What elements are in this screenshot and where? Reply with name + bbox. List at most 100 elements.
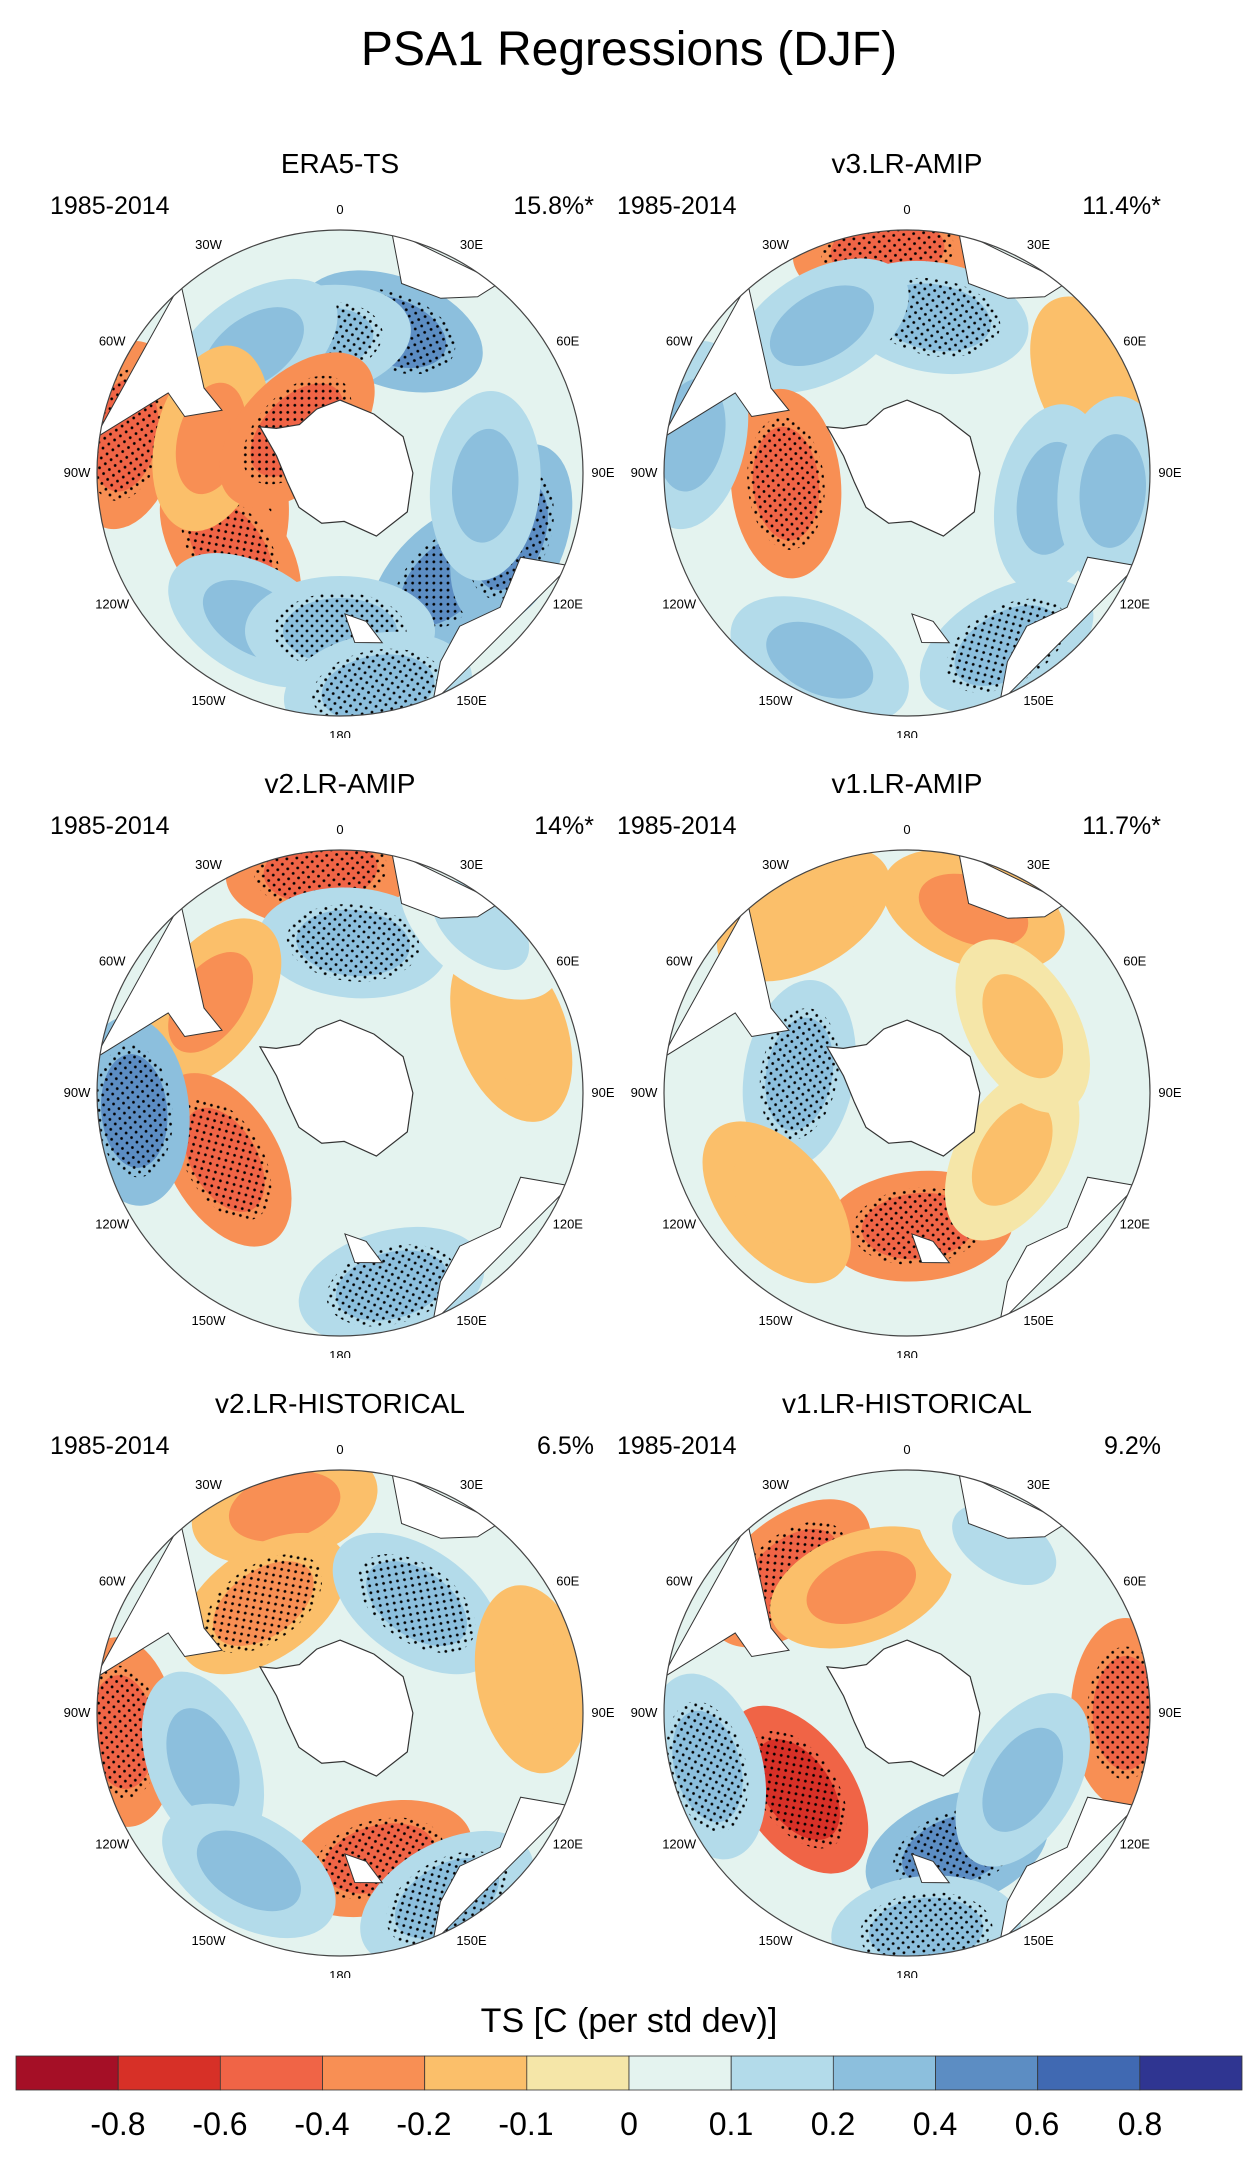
- colorbar-swatch: [425, 2056, 527, 2090]
- map-panel-v1-lr-amip: 0 30E 60E 90E 120E 150E 180 150W 120W 90W 60W 30W v…: [617, 768, 1197, 1358]
- panel-title: v2.LR-AMIP: [50, 768, 630, 800]
- colorbar-swatch: [936, 2056, 1038, 2090]
- colorbar-title: TS [C (per std dev)]: [0, 2002, 1258, 2041]
- period-label: 1985-2014: [617, 1432, 737, 1461]
- longitude-label: 0: [336, 202, 343, 217]
- variance-label: 11.4%*: [1082, 192, 1161, 221]
- longitude-label: 120E: [1120, 1217, 1151, 1232]
- period-label: 1985-2014: [50, 1432, 170, 1461]
- ts-field: [59, 1429, 602, 1978]
- colorbar-tick-label: 0: [620, 2106, 638, 2143]
- longitude-label: 60E: [1123, 954, 1146, 969]
- longitude-label: 150E: [456, 1313, 487, 1328]
- longitude-label: 30W: [762, 237, 789, 252]
- longitude-label: 150W: [759, 1933, 794, 1948]
- longitude-label: 150E: [1023, 1313, 1054, 1328]
- longitude-label: 0: [336, 822, 343, 837]
- variance-label: 15.8%*: [513, 192, 594, 221]
- longitude-label: 60W: [99, 954, 126, 969]
- longitude-label: 30W: [762, 1477, 789, 1492]
- longitude-label: 30W: [762, 857, 789, 872]
- longitude-label: 60W: [666, 1574, 693, 1589]
- map-panel-v2-lr-historical: 0 30E 60E 90E 120E 150E 180 150W 120W 90W 60W 30W v…: [50, 1388, 630, 1978]
- longitude-label: 180: [329, 1348, 351, 1358]
- longitude-label: 30W: [195, 1477, 222, 1492]
- longitude-label: 180: [896, 1348, 918, 1358]
- longitude-label: 30E: [460, 1477, 483, 1492]
- colorbar-tick-label: 0.6: [1015, 2106, 1059, 2143]
- longitude-label: 150E: [1023, 1933, 1054, 1948]
- panel-title: v3.LR-AMIP: [617, 148, 1197, 180]
- map-panel-v1-lr-historical: 0 30E 60E 90E 120E 150E 180 150W 120W 90W 60W 30W v…: [617, 1388, 1197, 1978]
- map-panel-era5-ts: 0 30E 60E 90E 120E 150E 180 150W 120W 90W 60W 30W E…: [50, 148, 630, 738]
- longitude-label: 120E: [553, 1217, 584, 1232]
- longitude-label: 150W: [192, 693, 227, 708]
- longitude-label: 180: [329, 728, 351, 738]
- longitude-label: 30E: [1027, 857, 1050, 872]
- longitude-label: 120E: [1120, 1837, 1151, 1852]
- polar-map: 0 30E 60E 90E 120E 150E 180 150W 120W 90W 60W 30W: [617, 768, 1197, 1358]
- longitude-label: 90W: [64, 1085, 91, 1100]
- longitude-label: 90W: [631, 1705, 658, 1720]
- longitude-label: 180: [896, 1968, 918, 1978]
- longitude-label: 60W: [99, 1574, 126, 1589]
- variance-label: 11.7%*: [1082, 812, 1161, 841]
- colorbar-swatch: [220, 2056, 322, 2090]
- longitude-label: 90W: [631, 465, 658, 480]
- longitude-label: 60E: [1123, 334, 1146, 349]
- longitude-label: 60W: [666, 954, 693, 969]
- colorbar-swatch: [731, 2056, 833, 2090]
- longitude-label: 120W: [95, 1837, 130, 1852]
- ts-field: [71, 807, 595, 1358]
- longitude-label: 30E: [1027, 1477, 1050, 1492]
- longitude-label: 30E: [460, 237, 483, 252]
- period-label: 1985-2014: [50, 812, 170, 841]
- longitude-label: 90E: [591, 465, 614, 480]
- longitude-label: 120W: [662, 1217, 697, 1232]
- colorbar-tick-label: -0.1: [498, 2106, 553, 2143]
- longitude-label: 90W: [64, 1705, 91, 1720]
- map-panel-v3-lr-amip: 0 30E 60E 90E 120E 150E 180 150W 120W 90W 60W 30W v…: [617, 148, 1197, 738]
- colorbar-tick-label: -0.4: [294, 2106, 349, 2143]
- period-label: 1985-2014: [617, 812, 737, 841]
- panel-title: ERA5-TS: [50, 148, 630, 180]
- ts-field: [621, 187, 1184, 738]
- ts-field: [630, 1450, 1181, 1978]
- longitude-label: 30E: [460, 857, 483, 872]
- longitude-label: 120W: [95, 1217, 130, 1232]
- longitude-label: 90E: [1158, 1085, 1181, 1100]
- panel-title: v1.LR-HISTORICAL: [617, 1388, 1197, 1420]
- longitude-label: 90E: [591, 1705, 614, 1720]
- longitude-label: 60E: [556, 334, 579, 349]
- longitude-label: 120E: [1120, 597, 1151, 612]
- longitude-label: 150W: [192, 1313, 227, 1328]
- colorbar-tick-label: -0.6: [192, 2106, 247, 2143]
- colorbar-swatch: [118, 2056, 220, 2090]
- colorbar-swatch: [1140, 2056, 1242, 2090]
- polar-map: 0 30E 60E 90E 120E 150E 180 150W 120W 90W 60W 30W: [617, 148, 1197, 738]
- longitude-label: 90E: [1158, 465, 1181, 480]
- colorbar-swatch: [527, 2056, 629, 2090]
- panel-title: v2.LR-HISTORICAL: [50, 1388, 630, 1420]
- polar-map: 0 30E 60E 90E 120E 150E 180 150W 120W 90W 60W 30W: [617, 1388, 1197, 1978]
- longitude-label: 150W: [759, 1313, 794, 1328]
- colorbar-swatch: [833, 2056, 935, 2090]
- longitude-label: 90E: [1158, 1705, 1181, 1720]
- colorbar-swatch: [323, 2056, 425, 2090]
- longitude-label: 30E: [1027, 237, 1050, 252]
- colorbar-tick-label: 0.4: [913, 2106, 957, 2143]
- longitude-label: 150W: [192, 1933, 227, 1948]
- colorbar-tick-label: 0.2: [811, 2106, 855, 2143]
- variance-label: 6.5%: [537, 1432, 594, 1461]
- longitude-label: 120W: [662, 1837, 697, 1852]
- longitude-label: 150E: [456, 1933, 487, 1948]
- longitude-label: 150E: [1023, 693, 1054, 708]
- colorbar-tick-label: 0.8: [1118, 2106, 1162, 2143]
- polar-map: 0 30E 60E 90E 120E 150E 180 150W 120W 90W 60W 30W: [50, 148, 630, 738]
- ts-field: [662, 819, 1150, 1336]
- longitude-label: 180: [329, 1968, 351, 1978]
- longitude-label: 60W: [666, 334, 693, 349]
- longitude-label: 30W: [195, 237, 222, 252]
- longitude-label: 120E: [553, 597, 584, 612]
- longitude-label: 120W: [95, 597, 130, 612]
